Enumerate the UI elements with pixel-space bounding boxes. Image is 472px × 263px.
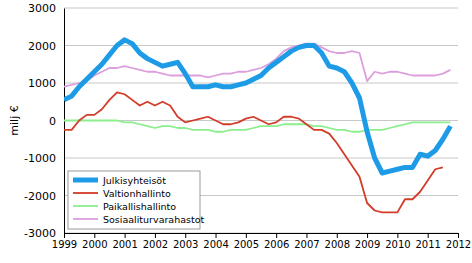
y-axis: -3000 -2000 -1000 0 1000 2000 3000: [24, 2, 64, 240]
x-tick: 2011: [415, 233, 440, 250]
x-tick-mark: [246, 233, 247, 238]
y-tick-label: -2000: [24, 190, 56, 203]
x-tick-label: 2012: [446, 239, 471, 250]
x-tick: 2005: [234, 233, 259, 250]
x-tick-mark: [216, 233, 217, 238]
y-tick-label: -1000: [24, 152, 56, 165]
x-tick-label: 1999: [52, 239, 77, 250]
x-tick-label: 2009: [355, 239, 380, 250]
y-tick-label: 2000: [28, 40, 56, 53]
x-tick-mark: [397, 233, 398, 238]
series-line: [64, 92, 443, 212]
x-tick-mark: [337, 233, 338, 238]
x-tick: 2002: [143, 233, 168, 250]
x-tick-label: 2007: [294, 239, 319, 250]
x-tick-mark: [367, 233, 368, 238]
grid: [64, 8, 458, 233]
x-tick-mark: [428, 233, 429, 238]
x-tick: 2008: [325, 233, 350, 250]
x-tick-label: 2008: [325, 239, 350, 250]
y-tick-label: 0: [49, 115, 56, 128]
legend-swatch: [73, 205, 98, 207]
y-tick: 2000: [28, 40, 64, 53]
x-tick: 2001: [112, 233, 137, 250]
x-tick-label: 2005: [234, 239, 259, 250]
x-tick-label: 2006: [264, 239, 289, 250]
grid-line: [64, 158, 458, 159]
y-axis-title: milj €: [8, 105, 21, 135]
x-tick-mark: [306, 233, 307, 238]
legend-label: Julkisyhteisöt: [102, 175, 166, 186]
y-tick: 1000: [28, 77, 64, 90]
x-tick: 2010: [385, 233, 410, 250]
series-line: [64, 44, 450, 87]
plot: -3000 -2000 -1000 0 1000 2000 3000 1999 2000 2001…: [24, 2, 471, 250]
y-tick: -1000: [24, 152, 64, 165]
legend-label: Paikallishallinto: [103, 201, 176, 212]
y-tick-label: 3000: [28, 2, 56, 15]
grid-line: [64, 45, 458, 46]
x-tick: 2009: [355, 233, 380, 250]
x-tick-mark: [64, 233, 65, 238]
legend-swatch: [73, 218, 98, 220]
x-tick: 2004: [203, 233, 228, 250]
x-tick-mark: [458, 233, 459, 238]
legend-swatch: [73, 178, 98, 183]
chart: -3000 -2000 -1000 0 1000 2000 3000 1999 2000 2001…: [0, 0, 472, 263]
x-tick-label: 2010: [385, 239, 410, 250]
x-tick: 2003: [173, 233, 198, 250]
x-tick-label: 2001: [112, 239, 137, 250]
x-tick-label: 2000: [82, 239, 107, 250]
grid-line: [64, 8, 458, 9]
x-tick-label: 2002: [143, 239, 168, 250]
x-tick-label: 2003: [173, 239, 198, 250]
x-tick-label: 2004: [203, 239, 228, 250]
x-tick: 2000: [82, 233, 107, 250]
x-axis-line: [65, 234, 459, 239]
x-tick: 2006: [264, 233, 289, 250]
x-tick: 1999: [52, 233, 77, 250]
x-axis: 1999 2000 2001 2002 2003 2004 2005 2006 2007 2008…: [52, 233, 471, 250]
legend-swatch: [73, 192, 98, 194]
y-tick: -2000: [24, 190, 64, 203]
x-tick-mark: [94, 233, 95, 238]
x-tick-mark: [276, 233, 277, 238]
x-tick-mark: [155, 233, 156, 238]
y-tick-label: -3000: [24, 227, 56, 240]
x-tick-mark: [125, 233, 126, 238]
y-tick-label: 1000: [28, 77, 56, 90]
y-tick: 3000: [28, 2, 64, 15]
series-line: [64, 40, 450, 173]
x-tick-mark: [185, 233, 186, 238]
grid-line: [64, 83, 458, 84]
legend-label: Sosiaaliturvarahastot: [103, 214, 205, 225]
x-tick: 2007: [294, 233, 319, 250]
legend-label: Valtionhallinto: [103, 188, 171, 199]
x-tick-label: 2011: [415, 239, 440, 250]
x-tick: 2012: [446, 233, 471, 250]
legend: Julkisyhteisöt Valtionhallinto Paikallisha…: [68, 171, 205, 229]
series-line: [64, 121, 450, 132]
y-tick: -3000: [24, 227, 64, 240]
y-tick: 0: [49, 115, 64, 128]
